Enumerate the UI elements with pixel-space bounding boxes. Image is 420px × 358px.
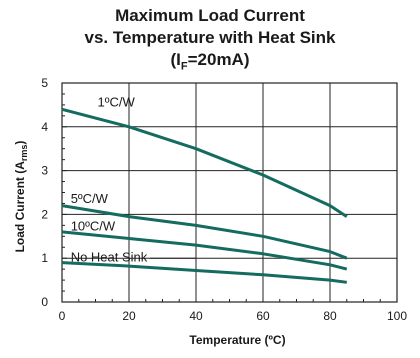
x-axis-title: Temperature (ºC) (189, 333, 285, 347)
plot-frame (61, 82, 398, 303)
series-line (61, 261, 347, 284)
x-tick-label: 100 (387, 309, 407, 323)
series-line (61, 107, 348, 218)
condition-symbol: I (176, 50, 181, 69)
y-tick-label: 5 (41, 76, 48, 90)
series-label: 10ºC/W (71, 219, 116, 234)
series-line (61, 204, 348, 260)
condition-value: =20mA (187, 50, 244, 69)
chart-title-line-2: vs. Temperature with Heat Sink (84, 28, 336, 47)
y-tick-label: 2 (41, 207, 48, 221)
chart-title-condition: (IF=20mA) (170, 50, 250, 73)
condition-subscript: F (180, 60, 188, 73)
chart-title-line-1: Maximum Load Current (115, 6, 305, 25)
series-label: 1ºC/W (98, 95, 136, 110)
series-line (61, 230, 348, 271)
x-tick-label: 40 (189, 309, 203, 323)
x-tick-label: 80 (323, 309, 337, 323)
series-label: 5ºC/W (71, 191, 109, 206)
series-label: No Heat Sink (71, 249, 148, 264)
y-tick-label: 1 (41, 251, 48, 265)
y-axis-title: Load Current (Arms) (13, 141, 29, 253)
x-tick-label: 20 (122, 309, 136, 323)
y-tick-label: 0 (41, 295, 48, 309)
y-tick-label: 3 (41, 164, 48, 178)
x-tick-label: 60 (256, 309, 270, 323)
y-tick-label: 4 (41, 120, 48, 134)
x-tick-label: 0 (59, 309, 66, 323)
